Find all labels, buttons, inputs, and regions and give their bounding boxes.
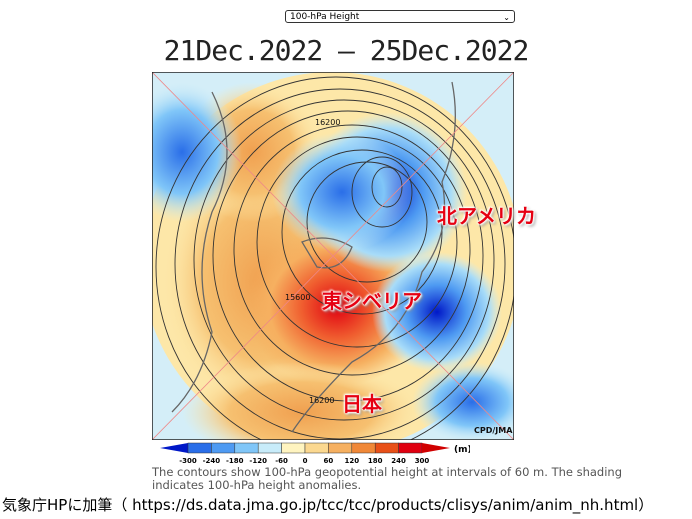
- legend-swatch: [281, 442, 306, 454]
- label-east-siberia: 東シベリア: [322, 289, 422, 313]
- legend-tick: 180: [368, 457, 383, 465]
- legend-tick: -60: [275, 457, 288, 465]
- legend-swatch: [257, 442, 282, 454]
- chevron-down-icon: ⌄: [503, 13, 510, 22]
- legend-swatch: [304, 442, 329, 454]
- legend-swatch: [187, 442, 212, 454]
- anomaly-map: 16200 15600 16200 CPD/JMA: [152, 72, 514, 440]
- legend-swatch: [234, 442, 259, 454]
- date-range-title: 21Dec.2022 – 25Dec.2022: [163, 34, 530, 67]
- legend-tick: -300: [179, 457, 197, 465]
- legend-swatch: [398, 442, 423, 454]
- legend-arrow-high: [422, 443, 450, 453]
- legend-arrow-low: [160, 443, 188, 453]
- legend-unit: (m): [454, 445, 470, 455]
- credit-label: CPD/JMA: [474, 426, 513, 435]
- legend-swatch: [374, 442, 399, 454]
- legend-tick: 0: [303, 457, 308, 465]
- source-credit: 気象庁HPに加筆（ https://ds.data.jma.go.jp/tcc/…: [2, 496, 654, 514]
- height-contours: [155, 76, 514, 440]
- caption: The contours show 100-hPa geopotential h…: [152, 465, 623, 492]
- legend-tick: -240: [203, 457, 221, 465]
- legend-swatch: [211, 442, 236, 454]
- legend-tick: -180: [226, 457, 244, 465]
- contour-label: 16200: [315, 118, 340, 127]
- color-legend: -300 -240 -180 -120 -60 0 60 120 180 240 300 (m): [160, 442, 470, 465]
- label-north-america: 北アメリカ: [437, 204, 536, 228]
- legend-tick: 120: [344, 457, 359, 465]
- select-value: 100-hPa Height: [290, 12, 360, 22]
- legend-tick: 240: [391, 457, 406, 465]
- legend-tick: 60: [324, 457, 334, 465]
- legend-swatch: [328, 442, 353, 454]
- legend-tick: 300: [415, 457, 430, 465]
- label-japan: 日本: [342, 392, 382, 416]
- variable-select[interactable]: 100-hPa Height ⌄: [285, 10, 515, 23]
- contour-label: 16200: [309, 396, 334, 405]
- graticule: [152, 72, 514, 440]
- legend-tick: -120: [249, 457, 267, 465]
- contour-label: 15600: [285, 293, 310, 302]
- legend-swatch: [351, 442, 376, 454]
